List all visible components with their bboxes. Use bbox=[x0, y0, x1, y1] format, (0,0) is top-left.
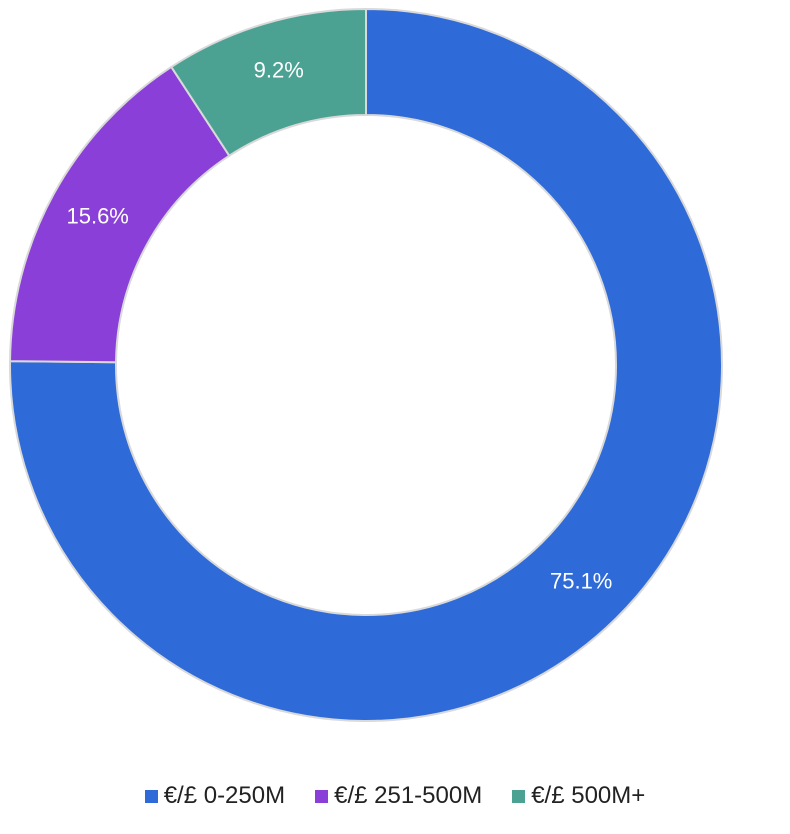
legend-item-0-250m[interactable]: €/£ 0-250M bbox=[144, 782, 286, 810]
slice-label-251-500m: 15.6% bbox=[66, 204, 128, 229]
legend: €/£ 0-250M €/£ 251-500M €/£ 500M+ bbox=[0, 779, 790, 813]
legend-swatch-0-250m bbox=[144, 789, 158, 803]
slice-label-500m-plus: 9.2% bbox=[254, 58, 304, 83]
legend-item-500m-plus[interactable]: €/£ 500M+ bbox=[512, 782, 645, 810]
donut-chart-svg: 75.1% 15.6% 9.2% bbox=[9, 7, 723, 722]
legend-label-500m-plus: €/£ 500M+ bbox=[531, 782, 646, 809]
slice-0-250m[interactable] bbox=[9, 7, 723, 722]
slice-500m-plus[interactable] bbox=[169, 7, 367, 158]
legend-swatch-500m-plus bbox=[512, 789, 526, 803]
legend-label-0-250m: €/£ 0-250M bbox=[163, 782, 286, 809]
slice-label-0-250m: 75.1% bbox=[550, 568, 612, 593]
legend-swatch-251-500m bbox=[315, 789, 329, 803]
legend-label-251-500m: €/£ 251-500M bbox=[334, 782, 483, 809]
legend-item-251-500m[interactable]: €/£ 251-500M bbox=[315, 782, 482, 810]
